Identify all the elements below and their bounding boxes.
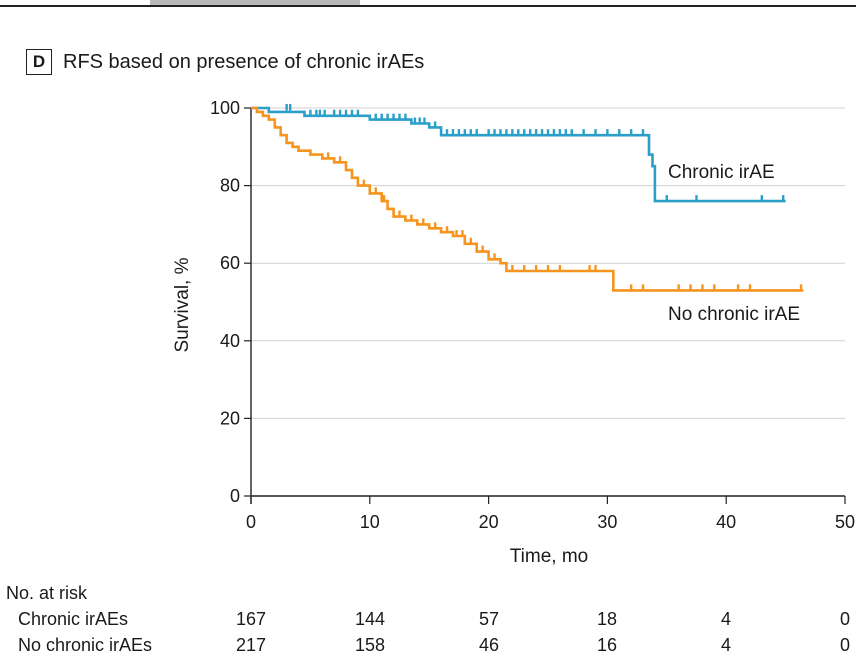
at-risk-count: 46: [478, 635, 500, 655]
top-rule: [0, 5, 856, 7]
top-image-fragment: [150, 0, 360, 5]
series-line-no-chronic: [251, 106, 804, 292]
grid-lines: [251, 107, 845, 419]
axes: [250, 108, 845, 504]
at-risk-count: 4: [720, 635, 731, 655]
y-tick-label: 100: [210, 98, 240, 118]
at-risk-count: 0: [839, 635, 850, 655]
at-risk-count: 0: [839, 609, 850, 629]
at-risk-count: 57: [478, 609, 500, 629]
panel-letter-badge: D: [26, 49, 52, 75]
x-tick-label: 0: [246, 512, 256, 532]
series-end-label: Chronic irAE: [668, 162, 775, 183]
at-risk-count: 144: [354, 609, 386, 629]
at-risk-heading: No. at risk: [6, 583, 88, 603]
series-end-label: No chronic irAE: [668, 304, 800, 325]
at-risk-count: 18: [596, 609, 618, 629]
y-tick-label: 20: [220, 408, 240, 428]
y-tick-label: 80: [220, 176, 240, 196]
x-tick-label: 10: [360, 512, 380, 532]
x-tick-label: 20: [479, 512, 499, 532]
y-axis-label: Survival, %: [172, 257, 193, 352]
chart-title: RFS based on presence of chronic irAEs: [63, 51, 425, 73]
x-ticks: 0 10 20 30 40 50: [246, 496, 855, 532]
survival-curves: Chronic irAE No chronic irAE: [251, 103, 804, 325]
x-tick-label: 30: [597, 512, 617, 532]
at-risk-count: 158: [354, 635, 386, 655]
at-risk-row-label: Chronic irAEs: [18, 609, 129, 629]
y-tick-label: 0: [230, 486, 240, 506]
top-image-strip: [0, 0, 856, 8]
x-tick-label: 50: [835, 512, 855, 532]
at-risk-row-label: No chronic irAEs: [18, 635, 153, 655]
at-risk-count: 16: [596, 635, 618, 655]
at-risk-count: 217: [235, 635, 267, 655]
y-ticks: 0 20 40 60 80 100: [210, 98, 251, 506]
series-line-chronic: [251, 106, 786, 203]
y-tick-label: 60: [220, 253, 240, 273]
at-risk-count: 167: [235, 609, 267, 629]
x-tick-label: 40: [716, 512, 736, 532]
y-tick-label: 40: [220, 331, 240, 351]
at-risk-count: 4: [720, 609, 731, 629]
x-axis-label: Time, mo: [510, 546, 588, 567]
